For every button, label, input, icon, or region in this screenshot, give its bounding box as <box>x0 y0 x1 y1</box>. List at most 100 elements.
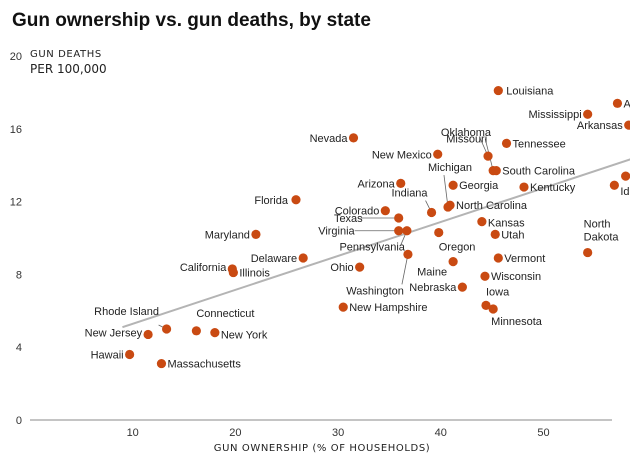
point-new-hampshire <box>338 302 348 312</box>
point-arizona <box>396 178 406 188</box>
label-illinois: Illinois <box>239 268 270 280</box>
label-kansas: Kansas <box>488 218 525 230</box>
label-arizona: Arizona <box>357 178 395 190</box>
label-wisconsin: Wisconsin <box>491 271 541 283</box>
label-indiana: Indiana <box>391 188 428 200</box>
label-california: California <box>180 262 227 274</box>
point-hawaii <box>125 349 135 360</box>
point-iowa <box>481 300 491 310</box>
label-arkansas: Arkansas <box>577 120 623 132</box>
y-tick-label-20: 20 <box>10 51 22 63</box>
point-wisconsin <box>480 271 490 281</box>
label-maryland: Maryland <box>205 229 250 241</box>
point-minnesota <box>488 304 498 314</box>
label-oklahoma: Oklahoma <box>441 127 492 139</box>
label-iowa: Iowa <box>486 286 510 298</box>
label-utah: Utah <box>501 229 524 241</box>
label-maine: Maine <box>417 267 447 279</box>
y-axis-ticks: 0 4 8 12 16 20 <box>10 51 22 427</box>
label-pennsylvania: Pennsylvania <box>339 242 405 254</box>
label-massachusetts: Massachusetts <box>167 359 241 371</box>
label-north-dakota: North Dakota <box>584 219 620 244</box>
label-north-carolina: North Carolina <box>456 200 528 212</box>
point-indiana <box>426 207 437 218</box>
x-axis-ticks: 10203040506070 <box>127 427 550 439</box>
point-south-carolina <box>491 166 501 176</box>
point-pennsylvania <box>402 226 412 236</box>
label-new-jersey: New Jersey <box>85 327 143 339</box>
y-axis-label-line2: PER 100,000 <box>30 62 107 76</box>
point-oregon <box>434 227 444 238</box>
label-georgia: Georgia <box>459 180 499 192</box>
label-minnesota: Minnesota <box>491 316 543 328</box>
label-kentucky: Kentucky <box>530 182 576 194</box>
label-connecticut: Connecticut <box>196 308 254 320</box>
y-tick-label-0: 0 <box>16 415 22 427</box>
point-alabama <box>612 98 623 108</box>
point-utah <box>490 229 500 239</box>
label-nevada: Nevada <box>310 133 349 145</box>
point-tennessee <box>501 138 512 148</box>
point-louisiana <box>493 85 503 96</box>
label-new-mexico: New Mexico <box>372 149 432 161</box>
point-west-virginia <box>621 171 630 181</box>
label-new-york: New York <box>221 330 268 342</box>
y-tick-label-8: 8 <box>16 269 22 281</box>
point-nevada <box>348 133 359 143</box>
x-tick-label-10: 10 <box>127 427 139 439</box>
point-washington <box>403 249 413 259</box>
label-idaho: Idaho <box>620 186 630 198</box>
label-vermont: Vermont <box>504 253 545 265</box>
point-new-mexico <box>433 149 443 159</box>
trend-line <box>122 158 630 329</box>
point-georgia <box>448 180 458 190</box>
point-colorado <box>380 206 390 216</box>
label-delaware: Delaware <box>251 253 297 265</box>
point-arkansas <box>624 120 630 130</box>
point-north-carolina <box>445 200 455 210</box>
label-south-carolina: South Carolina <box>502 166 576 178</box>
x-tick-label-30: 30 <box>332 427 344 439</box>
point-maine <box>448 257 458 267</box>
point-connecticut <box>191 326 201 336</box>
label-rhode-island: Rhode Island <box>94 306 159 318</box>
point-new-jersey <box>143 329 153 340</box>
point-oklahoma <box>483 151 493 161</box>
label-mississippi: Mississippi <box>528 109 581 121</box>
label-louisiana: Louisiana <box>506 86 554 98</box>
label-nebraska: Nebraska <box>409 282 457 294</box>
label-tennessee: Tennessee <box>513 138 566 150</box>
point-florida <box>291 195 301 205</box>
point-nebraska <box>457 282 467 292</box>
label-michigan: Michigan <box>428 162 472 174</box>
point-mississippi <box>583 109 593 119</box>
point-new-york <box>210 328 220 338</box>
label-alabama: Alabama <box>623 98 630 110</box>
label-colorado: Colorado <box>335 206 380 218</box>
label-florida: Florida <box>254 195 289 207</box>
y-tick-label-16: 16 <box>10 124 22 136</box>
label-missouri: Missouri <box>446 134 487 146</box>
point-vermont <box>493 253 503 263</box>
point-delaware <box>298 253 308 263</box>
label-virginia: Virginia <box>318 226 355 238</box>
leader-washington <box>401 254 409 285</box>
y-tick-label-4: 4 <box>16 342 22 354</box>
data-points <box>125 85 630 369</box>
chart-title: Gun ownership vs. gun deaths, by state <box>12 10 371 31</box>
point-virginia <box>394 226 404 236</box>
x-tick-label-40: 40 <box>435 427 447 439</box>
point-rhode-island <box>161 324 172 334</box>
label-new-hampshire: New Hampshire <box>349 302 427 314</box>
point-idaho <box>609 180 619 190</box>
point-massachusetts <box>156 358 167 369</box>
point-texas <box>394 213 404 223</box>
point-ohio <box>355 262 365 272</box>
x-tick-label-50: 50 <box>537 427 549 439</box>
point-labels: LouisianaWyomingAlabamaMississippiArkans… <box>85 86 630 371</box>
label-oregon: Oregon <box>439 242 476 254</box>
point-kentucky <box>519 182 529 192</box>
label-hawaii: Hawaii <box>91 349 124 361</box>
label-texas: Texas <box>334 213 363 225</box>
